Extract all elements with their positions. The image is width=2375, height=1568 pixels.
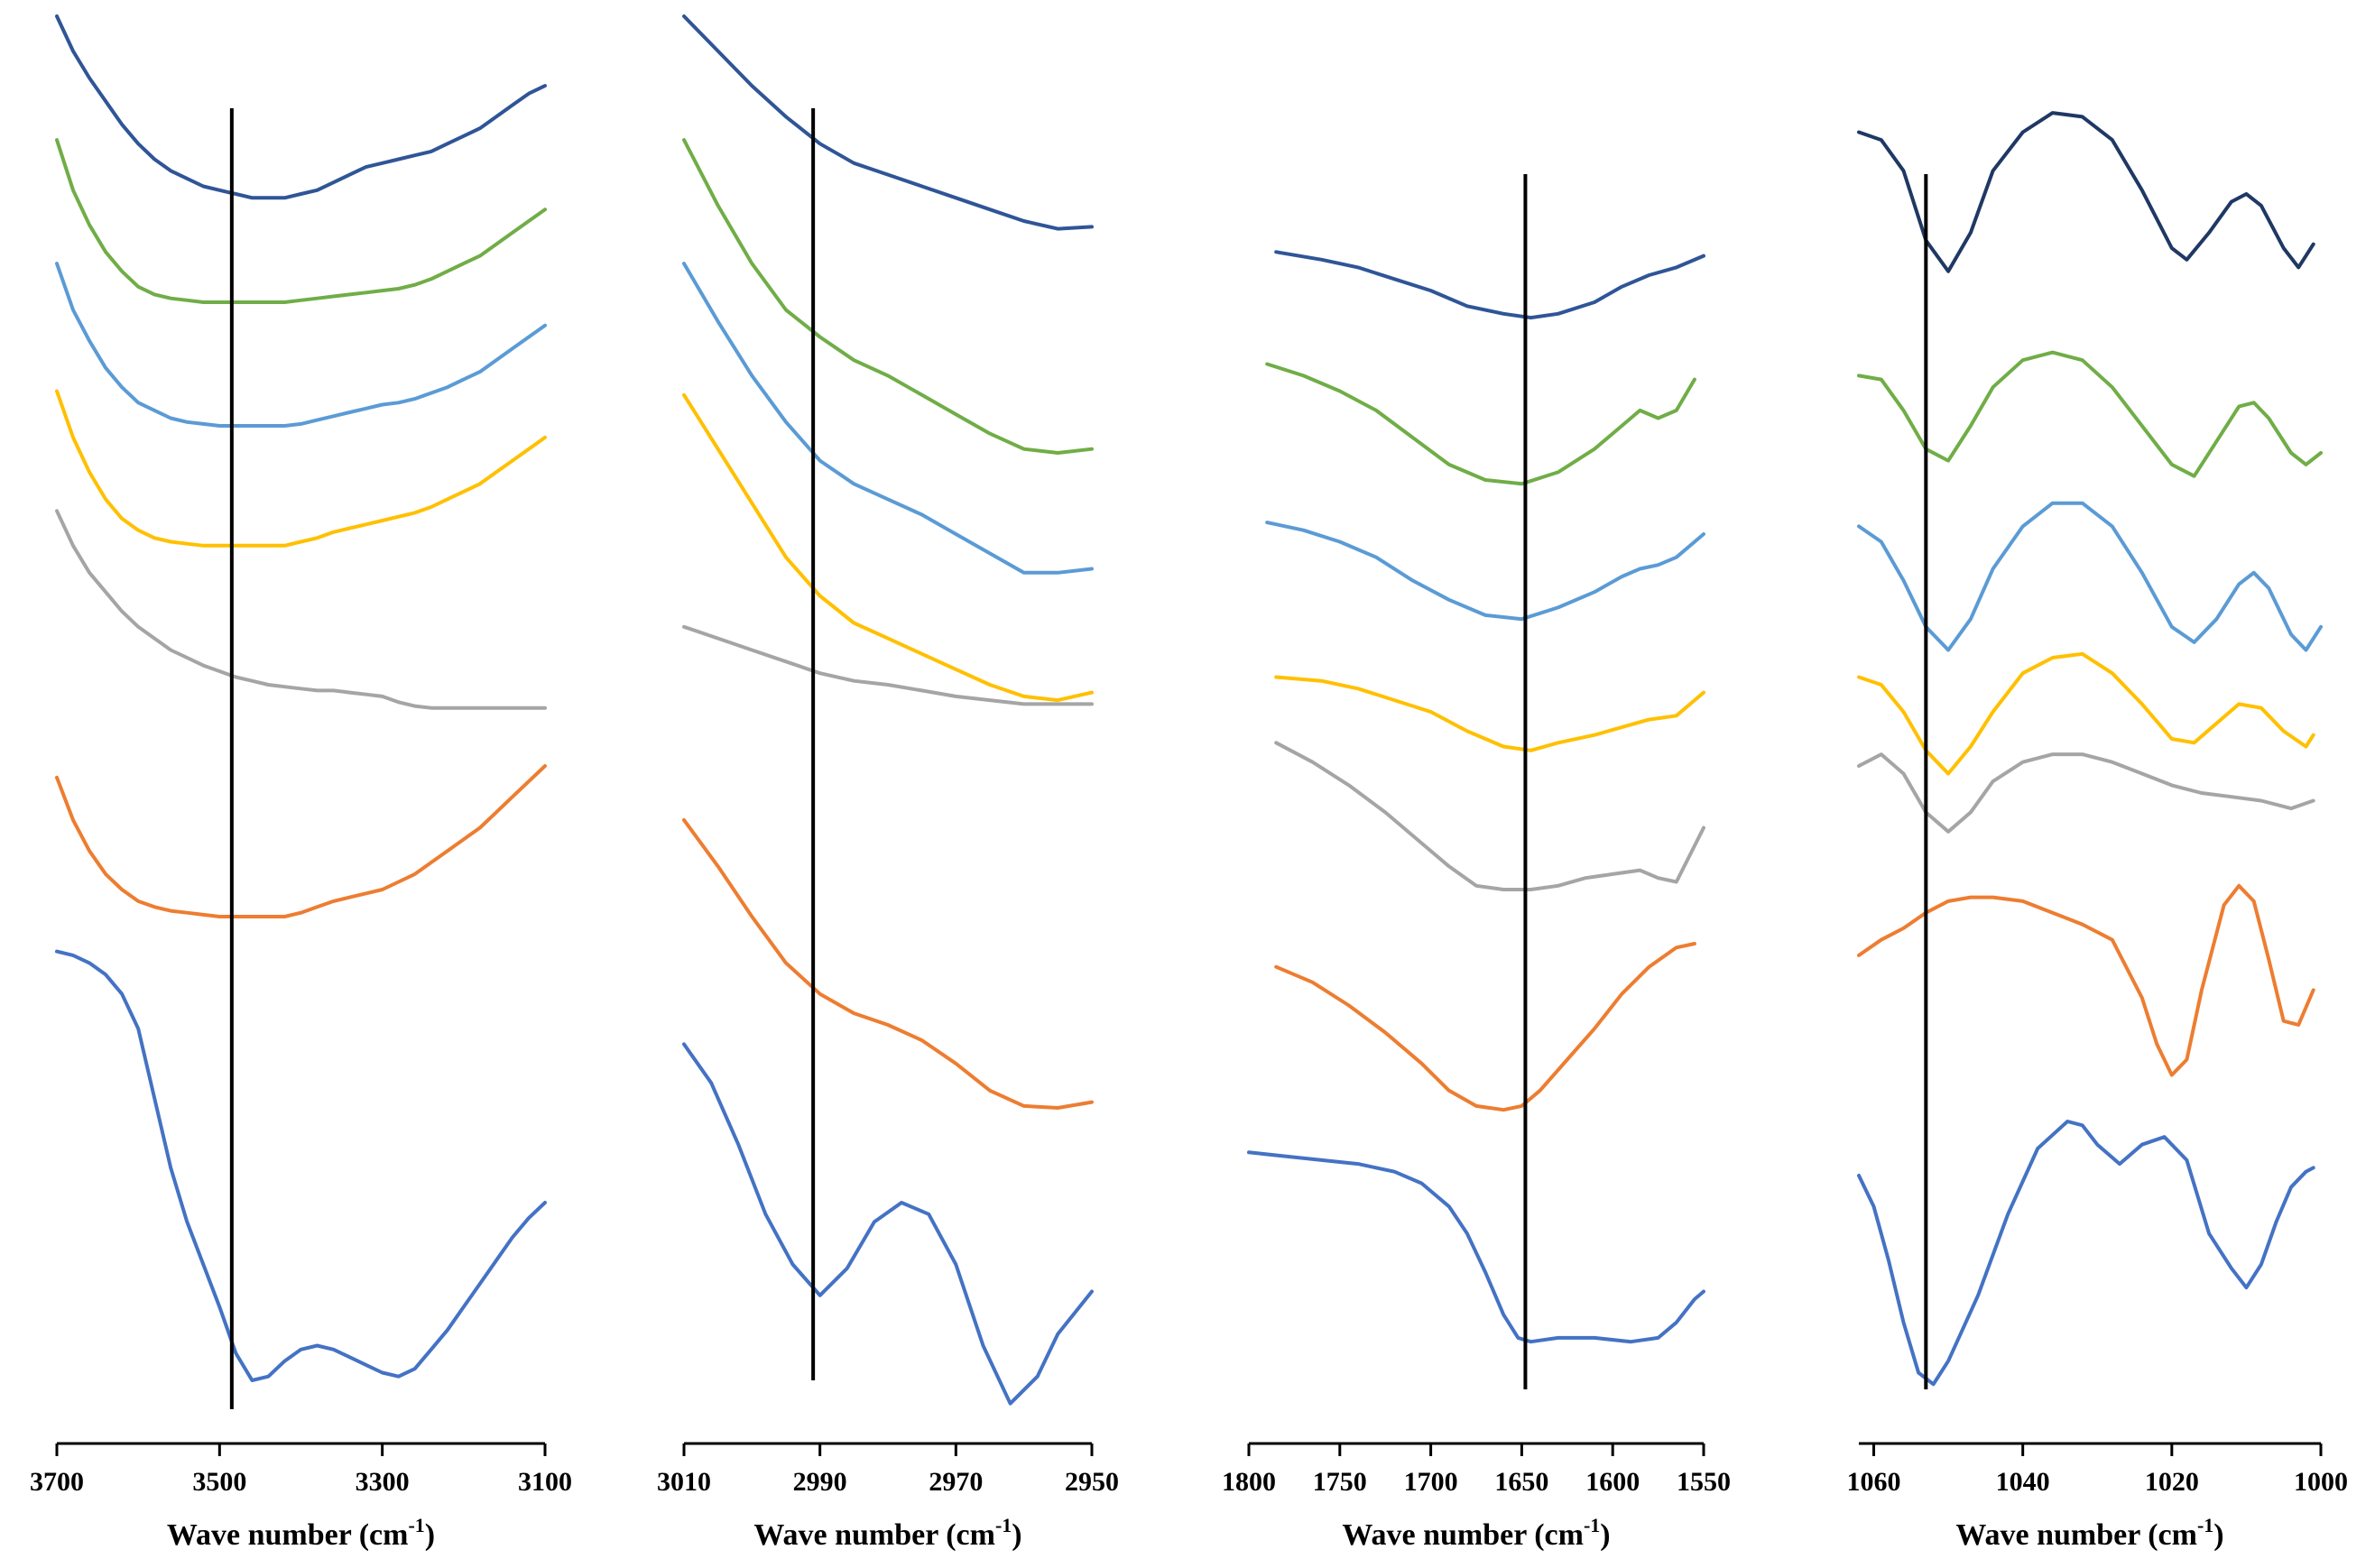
x-tick-label: 2970 (929, 1467, 983, 1497)
series-line-spectrum-3 (55, 262, 547, 428)
x-tick-label: 1700 (1404, 1467, 1458, 1497)
x-tick-label: 1600 (1585, 1467, 1640, 1497)
series-line-spectrum-2 (682, 138, 1094, 455)
series-line-spectrum-2 (1857, 350, 2323, 478)
series-line-spectrum-7 (1247, 1150, 1705, 1344)
x-axis-title: Wave number (cm-1) (167, 1514, 435, 1552)
series-line-spectrum-5 (1857, 752, 2315, 834)
series-line-spectrum-5 (55, 509, 547, 710)
series-line-spectrum-7 (682, 1042, 1094, 1406)
series-line-spectrum-3 (1857, 501, 2323, 652)
x-tick-label: 1650 (1494, 1467, 1548, 1497)
x-tick-label: 3010 (657, 1467, 711, 1497)
x-tick-label: 3500 (192, 1467, 246, 1497)
panel-4: 1060 1040 1020 1000 Wave number (cm-1) (1847, 111, 2348, 1552)
series-line-spectrum-5 (682, 624, 1094, 706)
series-line-spectrum-6 (1857, 883, 2315, 1077)
x-tick-label: 3100 (518, 1467, 572, 1497)
x-axis-title: Wave number (cm-1) (753, 1514, 1021, 1552)
x-tick-label: 3300 (356, 1467, 410, 1497)
series-line-spectrum-6 (1274, 942, 1696, 1112)
x-tick-label: 1020 (2145, 1467, 2199, 1497)
panel-1: 3700 3500 3300 3100 Wave number (cm-1) (30, 14, 572, 1552)
x-tick-label: 1060 (1847, 1467, 1901, 1497)
series-line-spectrum-1 (682, 14, 1094, 231)
x-axis-title: Wave number (cm-1) (1342, 1514, 1610, 1552)
x-tick-label: 1800 (1222, 1467, 1276, 1497)
series-line-spectrum-3 (682, 262, 1094, 575)
x-tick-label: 1040 (1996, 1467, 2050, 1497)
series-line-spectrum-4 (1857, 651, 2315, 776)
series-line-spectrum-7 (1857, 1120, 2315, 1387)
series-line-spectrum-1 (1857, 111, 2315, 273)
series-line-spectrum-5 (1274, 741, 1705, 891)
x-tick-label: 1550 (1677, 1467, 1731, 1497)
series-line-spectrum-4 (682, 392, 1094, 703)
panel-2: 3010 2990 2970 2950 Wave number (cm-1) (657, 14, 1119, 1552)
panel-3: 1800 1750 1700 1650 1600 1550 Wave number (cm-… (1222, 174, 1731, 1552)
series-line-spectrum-4 (55, 389, 547, 548)
series-line-spectrum-2 (1265, 362, 1696, 486)
series-line-spectrum-4 (1274, 675, 1705, 752)
series-line-spectrum-6 (682, 817, 1094, 1110)
x-tick-label: 1750 (1313, 1467, 1367, 1497)
series-line-spectrum-6 (55, 764, 547, 918)
series-line-spectrum-1 (55, 14, 547, 200)
x-tick-label: 1000 (2294, 1467, 2348, 1497)
series-line-spectrum-1 (1274, 250, 1705, 320)
x-tick-label: 2950 (1065, 1467, 1119, 1497)
series-line-spectrum-2 (55, 138, 547, 304)
series-line-spectrum-7 (55, 949, 547, 1382)
x-tick-label: 3700 (30, 1467, 84, 1497)
series-line-spectrum-3 (1265, 521, 1705, 622)
x-tick-label: 2990 (793, 1467, 847, 1497)
x-axis-title: Wave number (cm-1) (1955, 1514, 2223, 1552)
